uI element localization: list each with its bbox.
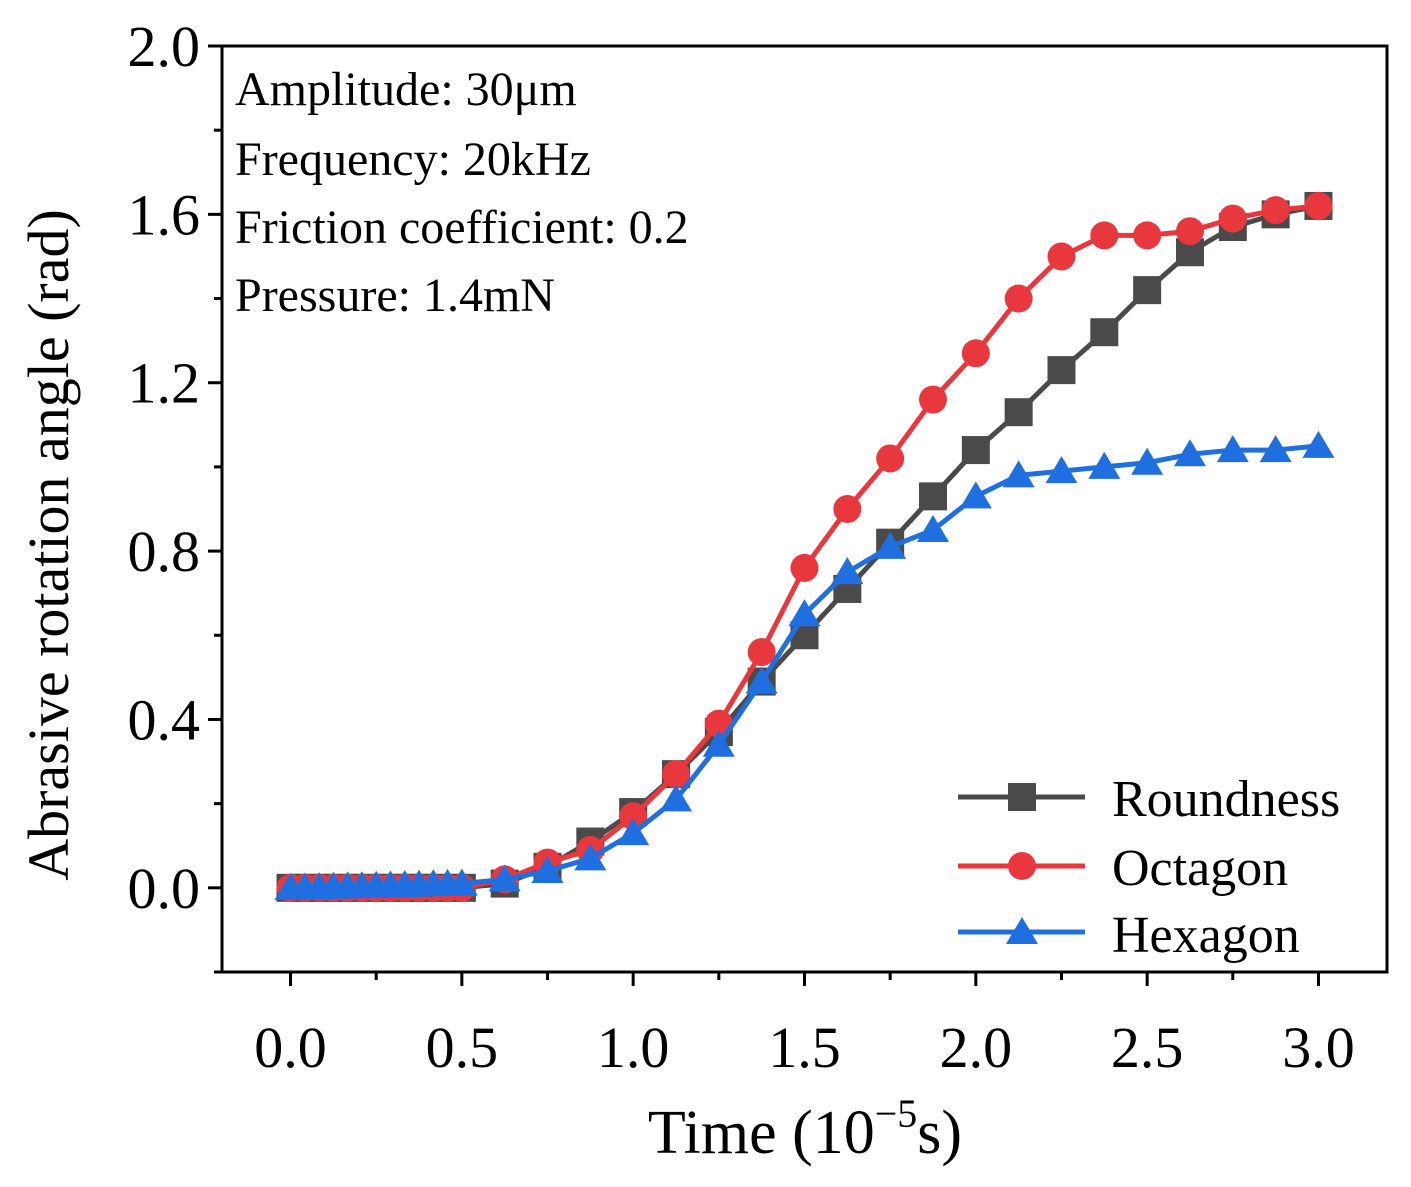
data-point-octagon: [1218, 204, 1247, 233]
annotation-pressure: Pressure: 1.4mN: [235, 269, 555, 322]
series-line-hexagon: [290, 443, 1319, 891]
data-point-hexagon: [1302, 430, 1335, 458]
data-point-hexagon: [1045, 456, 1078, 484]
data-point-hexagon: [874, 531, 907, 559]
data-point-hexagon: [788, 599, 821, 627]
data-point-roundness: [1047, 356, 1076, 385]
data-point-roundness: [1133, 276, 1162, 305]
y-tick-label: 0.8: [128, 519, 201, 584]
y-tick-label: 0.4: [128, 687, 201, 752]
annotation-amplitude: Amplitude: 30μm: [235, 63, 577, 116]
data-point-hexagon: [1259, 435, 1292, 463]
data-point-octagon: [1304, 191, 1333, 220]
x-tick-label: 2.5: [1111, 1015, 1184, 1080]
data-point-hexagon: [702, 729, 735, 757]
data-point-octagon: [833, 495, 862, 523]
y-tick-label: 1.6: [128, 182, 201, 247]
data-point-hexagon: [488, 864, 521, 892]
series-hexagon: [274, 430, 1335, 900]
y-axis-title: Abrasive rotation angle (rad): [16, 209, 81, 881]
data-point-hexagon: [831, 557, 864, 585]
data-point-hexagon: [660, 784, 693, 812]
data-point-hexagon: [1002, 460, 1035, 488]
data-point-hexagon: [617, 818, 650, 846]
annotation-box: Amplitude: 30μm Frequency: 20kHz Frictio…: [235, 63, 689, 322]
data-point-hexagon: [1216, 435, 1249, 463]
x-tick-label: 3.0: [1282, 1015, 1355, 1080]
x-axis-title: Time (10−5s): [648, 1091, 962, 1167]
data-point-octagon: [747, 638, 776, 667]
legend-marker-octagon: [1008, 852, 1036, 880]
x-axis-title-exponent: −5: [875, 1091, 918, 1136]
annotation-frequency: Frequency: 20kHz: [235, 133, 591, 186]
x-tick-label: 1.5: [768, 1015, 841, 1080]
series-line-octagon: [290, 203, 1319, 891]
data-point-hexagon: [574, 843, 607, 871]
legend-label-hexagon: Hexagon: [1112, 907, 1300, 964]
data-point-octagon: [876, 444, 905, 473]
data-point-roundness: [918, 482, 947, 511]
series-layer: [274, 191, 1335, 902]
data-point-hexagon: [916, 515, 949, 543]
data-point-octagon: [1047, 242, 1076, 271]
data-point-octagon: [790, 553, 819, 582]
data-point-hexagon: [1173, 439, 1206, 467]
legend: Roundness Octagon Hexagon: [958, 771, 1340, 964]
data-point-roundness: [961, 436, 990, 465]
data-point-octagon: [662, 760, 691, 789]
legend-marker-roundness: [1008, 783, 1036, 811]
legend-label-octagon: Octagon: [1112, 840, 1288, 897]
y-tick-label: 0.0: [128, 856, 201, 921]
x-tick-label: 0.0: [254, 1015, 327, 1080]
data-point-octagon: [1090, 221, 1119, 250]
data-point-octagon: [1175, 217, 1204, 246]
legend-marker-hexagon: [1006, 917, 1038, 944]
data-point-hexagon: [1088, 451, 1121, 479]
data-point-octagon: [1261, 196, 1290, 225]
data-point-octagon: [619, 802, 648, 831]
x-tick-label: 1.0: [597, 1015, 670, 1080]
y-tick-label: 2.0: [128, 14, 201, 79]
ticks-layer: 0.0 0.5 1.0 1.5 2.0 2.5 3.0 0.0 0.4 0.8 1.2 1.6 2.0: [128, 14, 1355, 1080]
y-tick-label: 1.2: [128, 351, 201, 416]
data-point-octagon: [1004, 284, 1033, 313]
annotation-friction: Friction coefficient: 0.2: [235, 201, 689, 254]
data-point-hexagon: [959, 481, 992, 509]
data-point-hexagon: [745, 666, 778, 694]
x-tick-label: 2.0: [940, 1015, 1013, 1080]
data-point-hexagon: [445, 868, 478, 896]
data-point-octagon: [918, 385, 947, 414]
data-point-roundness: [1090, 318, 1119, 347]
data-point-octagon: [1133, 221, 1162, 250]
data-point-hexagon: [531, 855, 564, 883]
data-point-hexagon: [1131, 447, 1164, 475]
series-markers-hexagon: [274, 430, 1335, 900]
x-tick-label: 0.5: [426, 1015, 499, 1080]
legend-label-roundness: Roundness: [1112, 771, 1340, 828]
data-point-octagon: [961, 339, 990, 368]
x-axis-title-suffix: s): [917, 1099, 962, 1167]
data-point-roundness: [1004, 398, 1033, 427]
x-axis-title-prefix: Time (10: [648, 1099, 875, 1167]
